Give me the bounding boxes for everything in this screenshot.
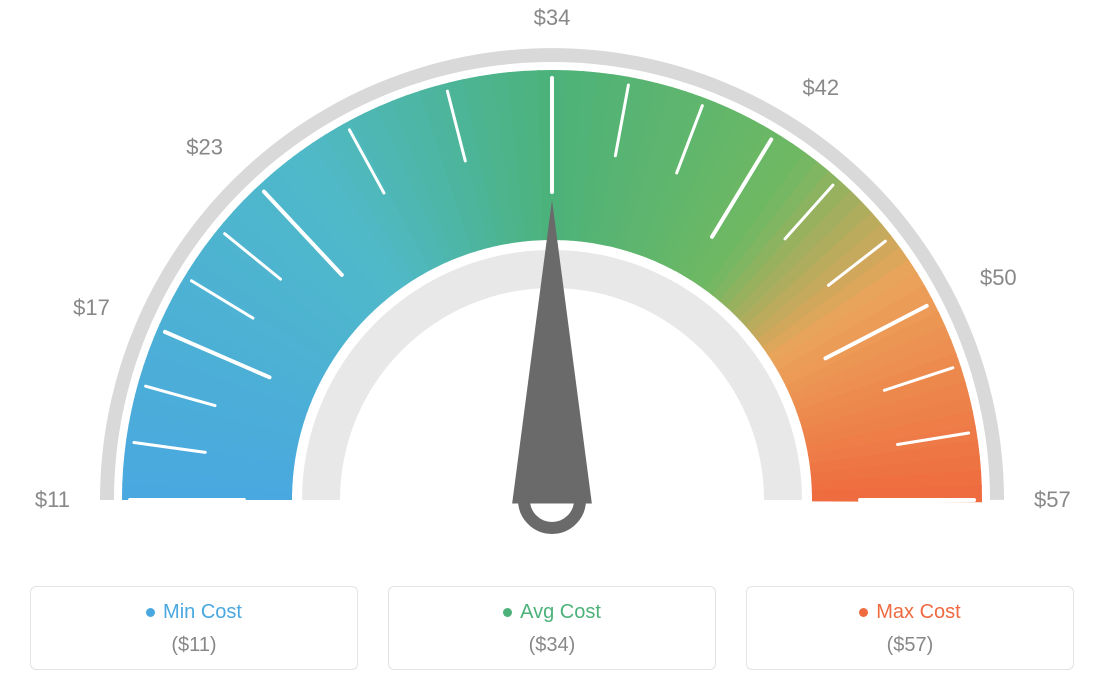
legend-label-avg: Avg Cost: [520, 601, 601, 624]
legend-dot-max: [859, 608, 868, 617]
svg-text:$17: $17: [73, 295, 110, 320]
legend-value-min: ($11): [41, 634, 347, 657]
gauge-container: $11 $17 $23 $34 $42 $50 $57: [0, 0, 1104, 565]
legend-label-min: Min Cost: [163, 601, 242, 624]
svg-text:$23: $23: [186, 135, 223, 160]
legend-card-min: Min Cost ($11): [30, 586, 358, 670]
legend-value-max: ($57): [757, 634, 1063, 657]
svg-text:$50: $50: [980, 265, 1017, 290]
gauge-svg: $11 $17 $23 $34 $42 $50 $57: [0, 0, 1104, 565]
gauge-chart-wrapper: $11 $17 $23 $34 $42 $50 $57 Min Cost ($11) Avg…: [0, 0, 1104, 690]
svg-text:$11: $11: [35, 487, 70, 512]
legend-title-avg: Avg Cost: [503, 601, 601, 624]
legend-dot-avg: [503, 608, 512, 617]
legend-title-max: Max Cost: [859, 601, 960, 624]
legend-dot-min: [146, 608, 155, 617]
legend-card-avg: Avg Cost ($34): [388, 586, 716, 670]
svg-text:$57: $57: [1034, 487, 1071, 512]
legend-label-max: Max Cost: [876, 601, 960, 624]
legend-card-max: Max Cost ($57): [746, 586, 1074, 670]
legend-row: Min Cost ($11) Avg Cost ($34) Max Cost (…: [0, 586, 1104, 670]
svg-text:$42: $42: [802, 75, 839, 100]
legend-title-min: Min Cost: [146, 601, 242, 624]
svg-text:$34: $34: [534, 5, 571, 30]
legend-value-avg: ($34): [399, 634, 705, 657]
